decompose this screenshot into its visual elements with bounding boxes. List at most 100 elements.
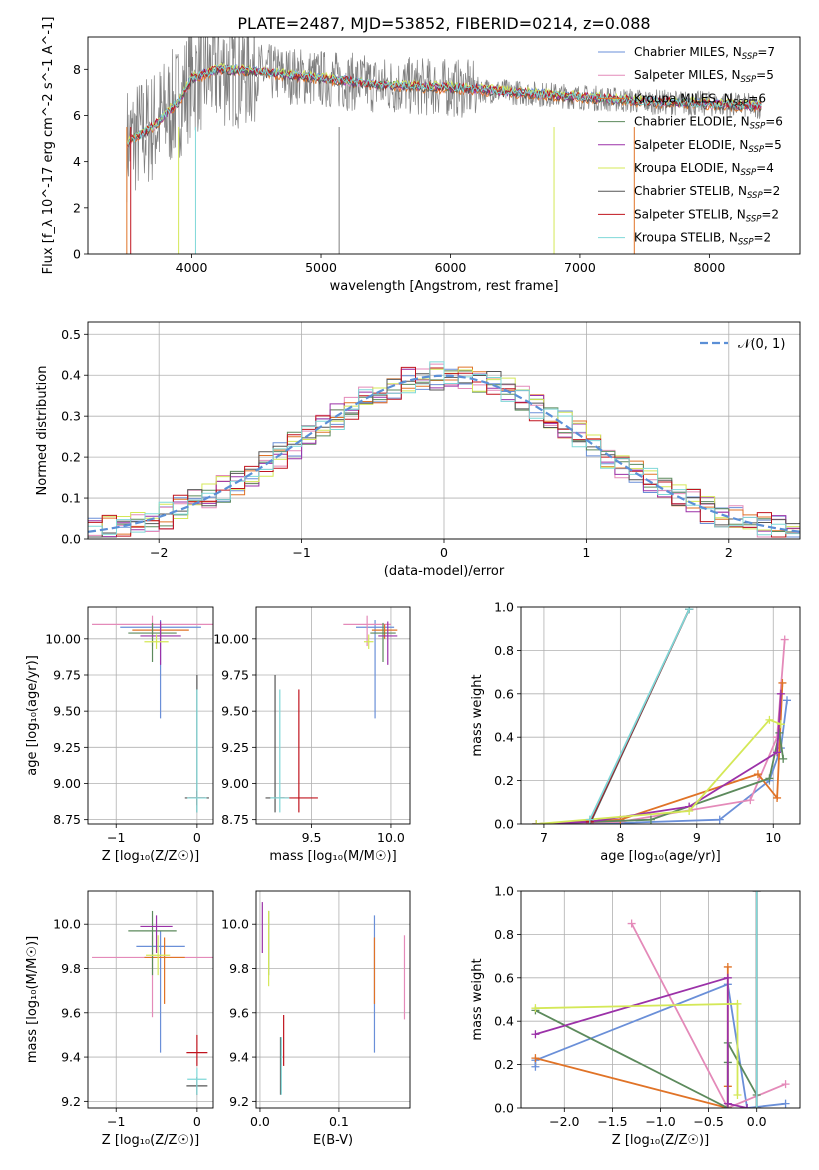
- error-bar: [128, 910, 177, 976]
- x-tick-label: −0.5: [693, 1114, 723, 1129]
- weight-marker: [531, 1054, 540, 1063]
- y-axis-label: Flux [f_λ 10^-17 erg cm^-2 s^-1 A^-1]: [41, 17, 56, 275]
- y-tick-label: 0.2: [61, 450, 81, 465]
- weight-marker: [779, 754, 788, 763]
- error-bar: [128, 622, 177, 662]
- spectrum-legend: Chabrier MILES, NSSP=7 Salpeter MILES, NS…: [598, 45, 783, 248]
- residual-histogram: [88, 361, 800, 538]
- y-tick-label: 1.0: [494, 884, 514, 899]
- x-tick-label: 0.0: [250, 1114, 270, 1129]
- y-tick-label: 9.75: [221, 667, 249, 682]
- weight-marker: [685, 806, 694, 815]
- x-tick-label: 7000: [564, 260, 596, 275]
- y-tick-label: 0.2: [494, 773, 514, 788]
- error-bar: [144, 937, 185, 1004]
- y-tick-label: 0.4: [494, 730, 514, 745]
- weight-marker: [778, 678, 787, 687]
- age_vs_Z-axes: −1 0 8.75 9.00 9.25 9.50 9.75 10.00 Z [log₁₀(Z/Z…: [25, 607, 213, 864]
- weight-marker: [780, 635, 789, 644]
- error-bar: [187, 1068, 207, 1095]
- x-tick-label: 0.0: [747, 1114, 767, 1129]
- weight-marker: [746, 796, 755, 805]
- y-tick-label: 0: [73, 247, 81, 262]
- y-tick-label: 9.8: [229, 961, 249, 976]
- y-tick-label: 0.4: [61, 368, 81, 383]
- x-tick-label: 0: [193, 1114, 201, 1129]
- error-bar: [370, 622, 396, 662]
- y-tick-label: 9.50: [221, 704, 249, 719]
- y-tick-label: 9.00: [221, 776, 249, 791]
- y-tick-label: 0.5: [61, 327, 81, 342]
- legend-label: Chabrier STELIB, NSSP=2: [634, 184, 780, 201]
- y-tick-label: 8: [73, 62, 81, 77]
- weight-marker: [723, 1099, 732, 1108]
- y-tick-label: 10.0: [53, 917, 81, 932]
- x-axis-label: age [log₁₀(age/yr)]: [600, 849, 721, 864]
- weight-line: [630, 923, 786, 1108]
- error-bar: [279, 689, 318, 813]
- age_vs_mass-plot-area: [265, 615, 398, 813]
- x-axis-label: Z [log₁₀(Z/Z☉)]: [102, 1133, 199, 1148]
- y-axis-label: mass weight: [470, 674, 485, 756]
- x-tick-label: 0: [193, 830, 201, 845]
- spectrum-frame: [87, 36, 801, 255]
- x-axis-label: wavelength [Angstrom, rest frame]: [330, 279, 559, 294]
- y-tick-label: 4: [73, 154, 81, 169]
- age_vs_mass-frame: [255, 606, 411, 825]
- error-bar: [187, 689, 207, 813]
- error-bar: [140, 621, 181, 665]
- weight-marker: [723, 962, 732, 971]
- y-tick-label: 9.25: [221, 740, 249, 755]
- weight-line: [536, 693, 782, 824]
- weight-marker: [733, 1090, 742, 1099]
- y-tick-label: 9.00: [53, 776, 81, 791]
- y-tick-label: 0.6: [494, 686, 514, 701]
- x-tick-label: −1: [292, 545, 310, 560]
- y-tick-label: 8.75: [221, 812, 249, 827]
- legend-label: Kroupa STELIB, NSSP=2: [634, 231, 771, 248]
- weight-marker: [752, 891, 761, 895]
- spectrum-axes: 4000 5000 6000 7000 8000 0 2 4 6 8 wavelength [Ang…: [41, 17, 725, 294]
- y-tick-label: 0.4: [494, 1014, 514, 1029]
- y-axis-label: Normed distribution: [35, 366, 50, 496]
- legend-label: Salpeter MILES, NSSP=5: [634, 68, 774, 85]
- y-tick-label: 9.50: [53, 704, 81, 719]
- spectrum-plot-area: [126, 37, 762, 254]
- weight-marker: [531, 1004, 540, 1013]
- weight-marker: [765, 774, 774, 783]
- observed-spectrum: [126, 37, 762, 203]
- x-tick-label: 5000: [305, 260, 337, 275]
- y-tick-label: 9.25: [53, 740, 81, 755]
- error-bar: [356, 620, 395, 719]
- weight-marker: [765, 715, 774, 724]
- error-bar: [186, 1034, 208, 1066]
- y-tick-label: 10.00: [213, 631, 249, 646]
- x-tick-label: 0.1: [329, 1114, 349, 1129]
- weight-line: [536, 682, 784, 824]
- x-tick-label: −1: [107, 830, 125, 845]
- residuals-axes: −2 −1 0 1 2 0.0 0.1 0.2 0.3 0.4 0.5 (data-model)/er…: [35, 322, 800, 579]
- legend-label: Kroupa MILES, NSSP=6: [634, 91, 766, 108]
- y-tick-label: 9.8: [61, 961, 81, 976]
- legend-label: Kroupa ELODIE, NSSP=4: [634, 161, 774, 178]
- mass_vs_Z-frame: [87, 890, 214, 1109]
- y-tick-label: 0.6: [494, 970, 514, 985]
- y-axis-label: mass [log₁₀(M/M☉)]: [25, 936, 40, 1063]
- mass_vs_ebv-plot-area: [261, 902, 406, 1095]
- weight_vs_Z-plot-area: [531, 891, 790, 1108]
- y-tick-label: 2: [73, 200, 81, 215]
- weight-marker: [776, 689, 785, 698]
- y-axis-label: age [log₁₀(age/yr)]: [25, 655, 40, 776]
- y-tick-label: 10.0: [221, 917, 249, 932]
- mass_vs_Z-axes: −1 0 9.2 9.4 9.6 9.8 10.0 Z [log₁₀(Z/Z☉)] mass […: [25, 891, 213, 1148]
- y-tick-label: 0.2: [494, 1057, 514, 1072]
- y-tick-label: 9.6: [229, 1005, 249, 1020]
- weight-line: [536, 639, 786, 824]
- weight-marker: [752, 1104, 761, 1108]
- x-tick-label: 7: [540, 830, 548, 845]
- x-tick-label: −1.5: [597, 1114, 627, 1129]
- x-tick-label: 1: [582, 545, 590, 560]
- residual-histogram: [88, 366, 800, 538]
- weight-marker: [646, 815, 655, 824]
